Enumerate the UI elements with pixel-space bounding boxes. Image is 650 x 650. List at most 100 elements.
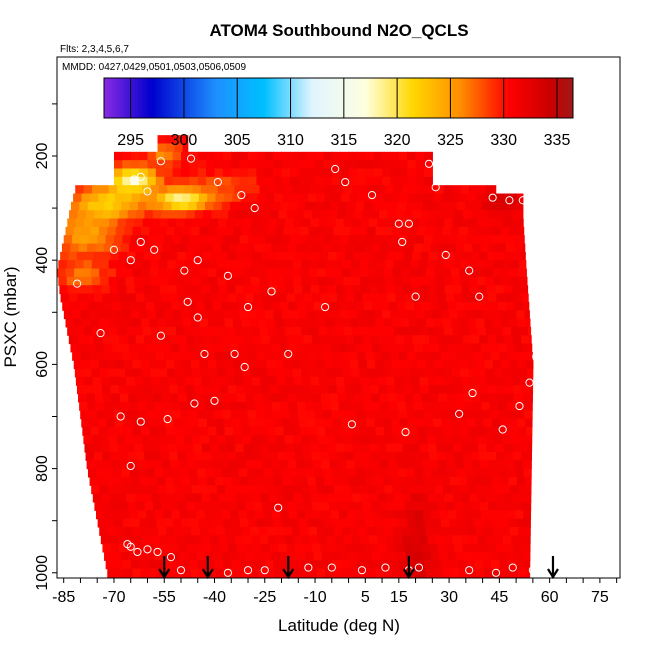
heat-cell bbox=[69, 210, 79, 220]
heat-cell bbox=[530, 393, 533, 403]
colorbar-segment bbox=[171, 78, 175, 118]
heat-cell bbox=[214, 168, 224, 178]
heat-cell bbox=[389, 510, 399, 520]
heat-cell bbox=[253, 451, 263, 461]
heat-cell bbox=[303, 251, 313, 261]
heat-cell bbox=[373, 160, 383, 170]
heat-cell bbox=[356, 235, 366, 245]
heat-cell bbox=[481, 401, 491, 411]
heat-cell bbox=[83, 326, 93, 336]
heat-cell bbox=[108, 260, 118, 270]
heat-cell bbox=[411, 443, 421, 453]
heat-cell bbox=[483, 518, 492, 528]
heat-cell bbox=[302, 285, 312, 295]
heat-cell bbox=[88, 310, 98, 320]
heat-cell bbox=[176, 535, 186, 545]
colorbar-segment bbox=[322, 78, 326, 118]
heat-cell bbox=[374, 418, 384, 428]
heat-cell bbox=[409, 268, 419, 278]
sample-point bbox=[126, 542, 135, 551]
heat-cell bbox=[134, 285, 144, 295]
heat-cell bbox=[448, 410, 458, 420]
heat-cell bbox=[422, 201, 432, 211]
heat-cell bbox=[224, 318, 234, 328]
heat-cell bbox=[268, 493, 278, 503]
heat-cell bbox=[330, 468, 340, 478]
colorbar-segment bbox=[158, 78, 162, 118]
heat-cell bbox=[260, 535, 269, 545]
heat-cell bbox=[492, 568, 502, 578]
heat-cell bbox=[65, 226, 75, 236]
heat-cell bbox=[358, 526, 368, 536]
heat-cell bbox=[340, 151, 350, 161]
colorbar-segment bbox=[143, 78, 147, 118]
heat-cell bbox=[432, 310, 442, 320]
heat-cell bbox=[428, 251, 438, 261]
heat-cell bbox=[189, 160, 199, 170]
heat-cell bbox=[400, 268, 410, 278]
heat-cell bbox=[157, 426, 167, 436]
heat-cell bbox=[279, 243, 289, 253]
heat-cell bbox=[266, 318, 276, 328]
heat-cell bbox=[329, 393, 339, 403]
heat-cell bbox=[331, 160, 341, 170]
heat-cell bbox=[201, 285, 211, 295]
heat-cell bbox=[341, 226, 351, 236]
heat-cell bbox=[178, 460, 188, 470]
colorbar-segment bbox=[148, 78, 152, 118]
heat-cell bbox=[129, 510, 139, 520]
heat-cell bbox=[526, 568, 531, 578]
heat-cell bbox=[352, 218, 362, 228]
colorbar-segment bbox=[562, 78, 566, 118]
heat-cell bbox=[185, 385, 195, 395]
heat-cell bbox=[294, 285, 303, 295]
heat-cell bbox=[70, 301, 80, 311]
heat-cell bbox=[121, 201, 131, 211]
heat-cell bbox=[227, 335, 237, 345]
heat-cell bbox=[243, 376, 253, 386]
heat-cell bbox=[262, 460, 272, 470]
heat-cell bbox=[140, 426, 150, 436]
heat-cell bbox=[414, 510, 424, 520]
heat-cell bbox=[496, 293, 506, 303]
heat-cell bbox=[190, 193, 200, 203]
heat-cell bbox=[195, 243, 205, 253]
heat-cell bbox=[337, 293, 347, 303]
heat-cell bbox=[228, 210, 238, 220]
heat-cell bbox=[143, 443, 153, 453]
heat-cell bbox=[88, 351, 98, 361]
heat-cell bbox=[355, 201, 365, 211]
sample-point bbox=[357, 566, 367, 575]
heat-cell bbox=[448, 468, 458, 478]
heat-cell bbox=[145, 460, 155, 470]
heat-cell bbox=[346, 393, 356, 403]
heat-cell bbox=[187, 343, 197, 353]
heat-cell bbox=[57, 268, 67, 278]
heat-cell bbox=[213, 510, 223, 520]
heat-cell bbox=[133, 276, 143, 286]
heat-cell bbox=[295, 293, 305, 303]
heat-cell bbox=[437, 543, 447, 553]
heat-cell bbox=[382, 518, 392, 528]
heat-cell bbox=[301, 535, 311, 545]
heat-cell bbox=[194, 335, 204, 345]
heat-cell bbox=[387, 335, 397, 345]
heat-cell bbox=[419, 376, 429, 386]
heat-cell bbox=[492, 318, 502, 328]
colorbar-segment bbox=[195, 78, 199, 118]
heat-cell bbox=[229, 401, 239, 411]
heat-cell bbox=[268, 535, 278, 545]
heat-cell bbox=[157, 360, 167, 370]
heat-cell bbox=[357, 310, 367, 320]
heat-cell bbox=[149, 226, 159, 236]
heat-cell bbox=[458, 418, 468, 428]
heat-cell bbox=[392, 318, 402, 328]
heat-cell bbox=[284, 276, 294, 286]
heat-cell bbox=[474, 310, 484, 320]
heat-cell bbox=[303, 335, 313, 345]
heat-cell bbox=[411, 493, 421, 503]
heat-cell bbox=[365, 176, 375, 186]
heat-cell bbox=[509, 318, 519, 328]
heat-cell bbox=[353, 451, 363, 461]
heat-cell bbox=[122, 168, 132, 178]
